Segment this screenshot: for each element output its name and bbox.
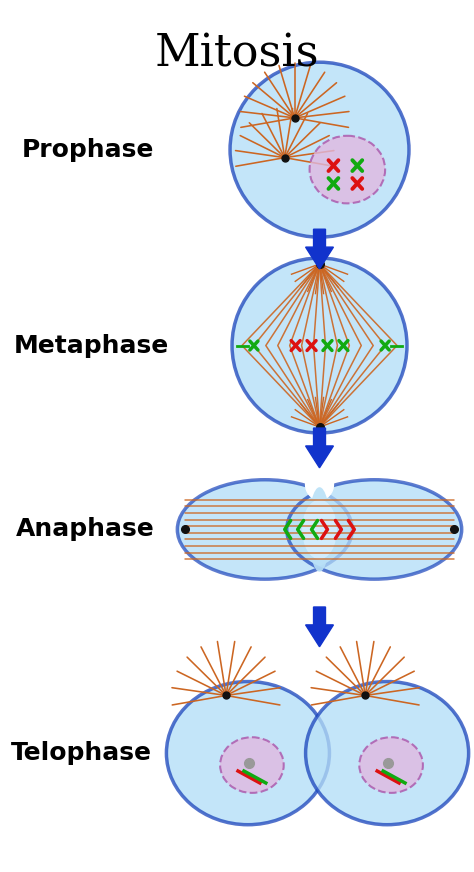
FancyArrow shape: [306, 607, 333, 647]
Ellipse shape: [166, 682, 329, 825]
Ellipse shape: [306, 470, 333, 500]
Ellipse shape: [309, 487, 330, 572]
Text: Telophase: Telophase: [11, 741, 152, 765]
Ellipse shape: [230, 62, 409, 237]
Ellipse shape: [232, 258, 407, 433]
Text: Anaphase: Anaphase: [16, 517, 155, 542]
Ellipse shape: [310, 136, 385, 203]
Ellipse shape: [230, 62, 409, 237]
Ellipse shape: [287, 480, 462, 579]
Text: Mitosis: Mitosis: [155, 32, 319, 76]
Ellipse shape: [177, 480, 352, 579]
FancyArrow shape: [306, 229, 333, 269]
Ellipse shape: [359, 737, 423, 793]
Ellipse shape: [306, 682, 469, 825]
Ellipse shape: [166, 682, 329, 825]
Ellipse shape: [287, 480, 462, 579]
Ellipse shape: [220, 737, 284, 793]
Text: Prophase: Prophase: [21, 138, 154, 161]
Ellipse shape: [177, 480, 352, 579]
Ellipse shape: [232, 258, 407, 433]
Ellipse shape: [302, 500, 337, 559]
Ellipse shape: [306, 682, 469, 825]
FancyArrow shape: [306, 428, 333, 467]
Text: Metaphase: Metaphase: [13, 333, 169, 358]
